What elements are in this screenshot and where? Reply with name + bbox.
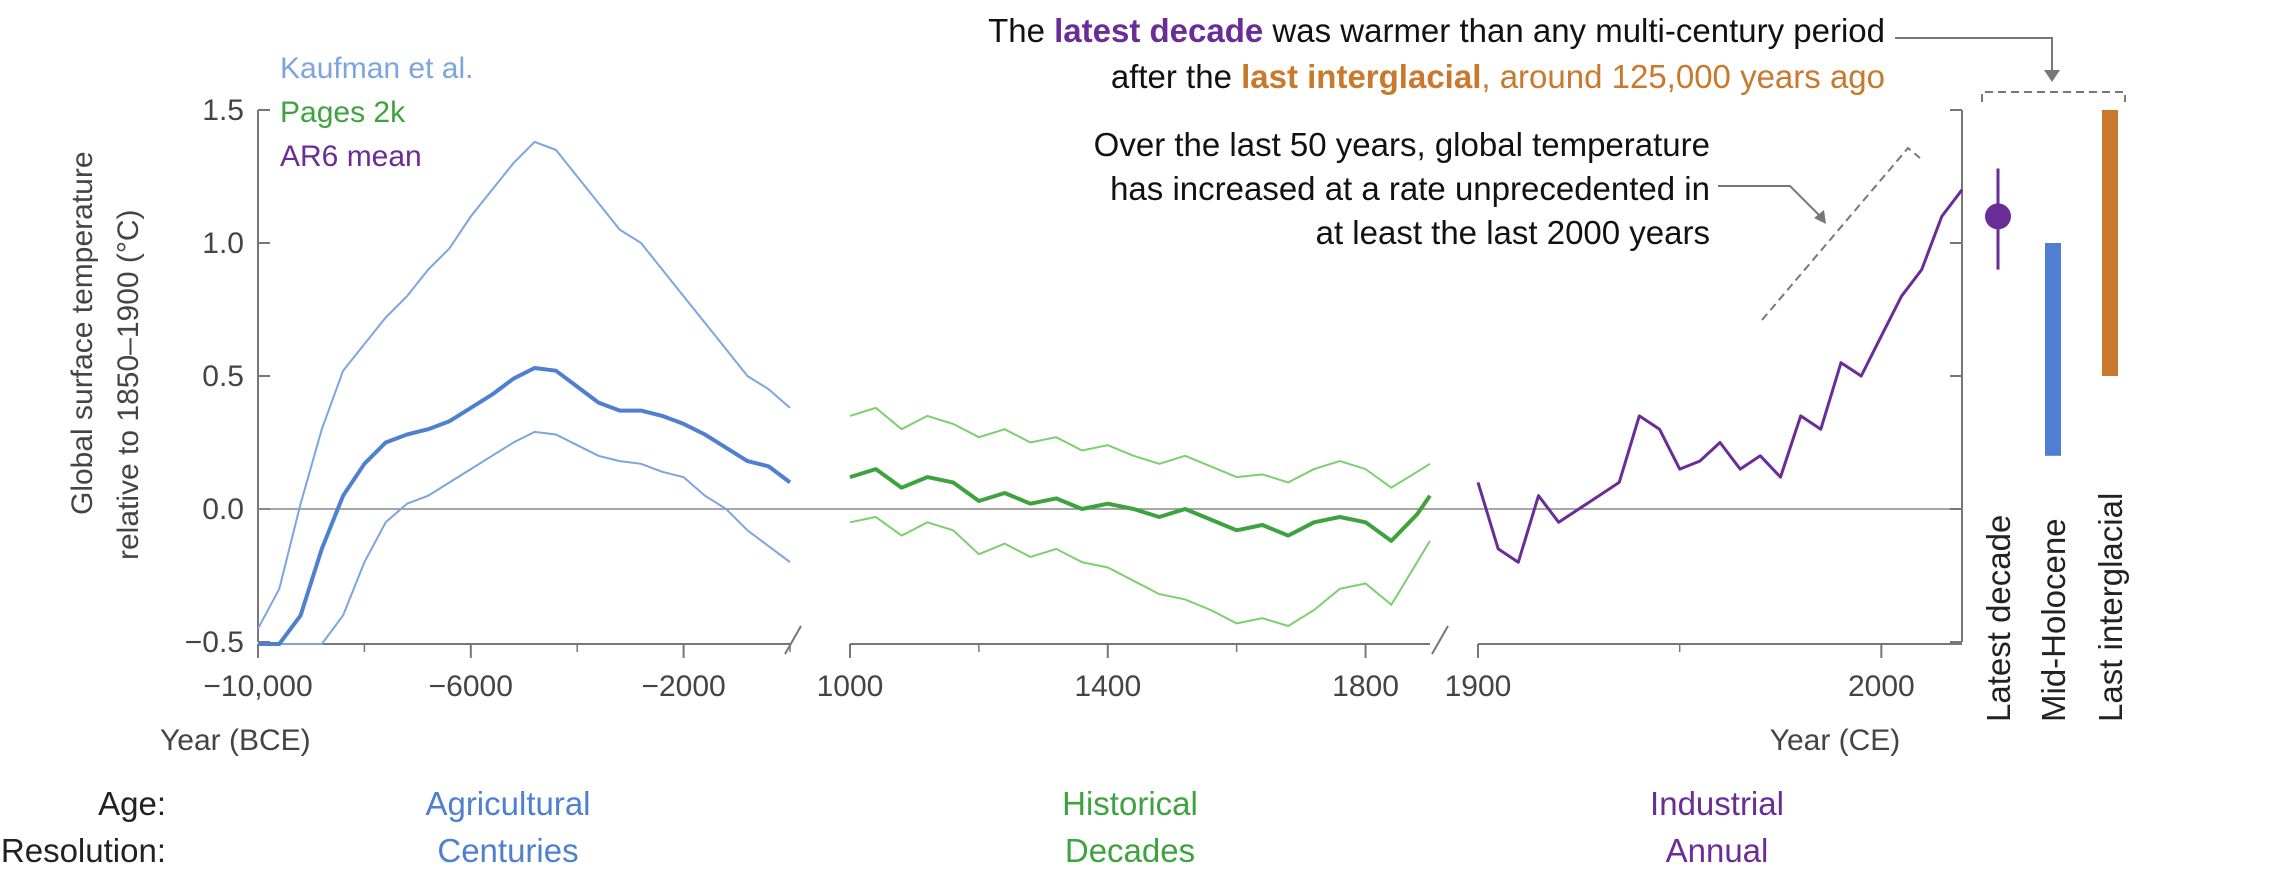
- latest-decade-point: [1985, 203, 2011, 230]
- x-tick-label: 1900: [1445, 670, 1512, 703]
- legend-pages2k: Pages 2k: [280, 96, 406, 129]
- band-agricultural-age: Agricultural: [425, 785, 590, 822]
- age-row-label: Age:: [98, 785, 166, 822]
- top-note-arrowhead: [2044, 70, 2060, 82]
- y-tick-label: 1.5: [202, 94, 244, 127]
- y-tick-label: 0.5: [202, 360, 244, 393]
- annotation-layer: Latest decade Mid-Holocene Last interglaci…: [1718, 37, 2129, 722]
- resolution-row-label: Resolution:: [1, 832, 166, 869]
- band-industrial-resolution: Annual: [1666, 832, 1769, 869]
- series-mean-line: [849, 467, 1432, 543]
- series-upper-bound: [849, 406, 1431, 489]
- legend-kaufman: Kaufman et al.: [280, 52, 473, 85]
- series-layer: [257, 110, 2118, 646]
- latest-decade-note-line2: after the last interglacial, around 125,…: [1111, 58, 1885, 95]
- x-tick-label: 2000: [1848, 670, 1915, 703]
- rate-bracket: [1761, 146, 1921, 321]
- x-tick-label: 1000: [817, 670, 884, 703]
- rate-note-line3: at least the last 2000 years: [1316, 214, 1710, 251]
- range-bar: [2102, 110, 2118, 376]
- x-tick-label: 1800: [1332, 670, 1399, 703]
- rate-note-line2: has increased at a rate unprecedented in: [1110, 170, 1710, 207]
- legend-ar6-mean: AR6 mean: [280, 140, 422, 173]
- bar-label: Last interglacial: [2092, 493, 2129, 722]
- x-tick-label: −2000: [641, 670, 725, 703]
- rate-note-line1: Over the last 50 years, global temperatu…: [1094, 126, 1710, 163]
- latest-decade-note-line1: The latest decade was warmer than any mu…: [988, 12, 1885, 49]
- axis-break-mark: [1431, 625, 1449, 655]
- rate-arrow: [1718, 185, 1823, 219]
- x-tick-label: 1400: [1074, 670, 1141, 703]
- top-note-arrow: [1895, 37, 2053, 76]
- band-industrial-age: Industrial: [1650, 785, 1784, 822]
- series-lower-bound: [258, 430, 791, 645]
- y-axis-title-line2: relative to 1850–1900 (°C): [112, 209, 145, 560]
- axes-layer: −0.5 0.0 0.5 1.0 1.5 −10,000 −6000 −2000 Year (B…: [160, 94, 1963, 757]
- y-tick-label: −0.5: [185, 626, 244, 659]
- series-mean-line: [258, 366, 792, 646]
- x-axis-title: Year (CE): [1770, 724, 1901, 757]
- x-axis-title: Year (BCE): [160, 724, 311, 757]
- bar-group-bracket: [1981, 91, 2126, 102]
- band-historical-age: Historical: [1062, 785, 1198, 822]
- rate-arrowhead: [1814, 210, 1826, 224]
- bar-label: Mid-Holocene: [2035, 518, 2072, 722]
- x-tick-label: −6000: [429, 670, 513, 703]
- range-bar: [2045, 243, 2061, 456]
- y-axis-title-line1: Global surface temperature: [66, 151, 99, 515]
- axis-break-mark: [784, 625, 802, 655]
- series-lower-bound: [849, 515, 1431, 628]
- band-historical-resolution: Decades: [1065, 832, 1195, 869]
- series-mean-line: [1476, 188, 1964, 564]
- bar-label: Latest decade: [1980, 515, 2017, 722]
- y-tick-label: 1.0: [202, 227, 244, 260]
- y-tick-label: 0.0: [202, 493, 244, 526]
- x-tick-label: −10,000: [203, 670, 312, 703]
- band-agricultural-resolution: Centuries: [437, 832, 578, 869]
- series-upper-bound: [257, 140, 791, 630]
